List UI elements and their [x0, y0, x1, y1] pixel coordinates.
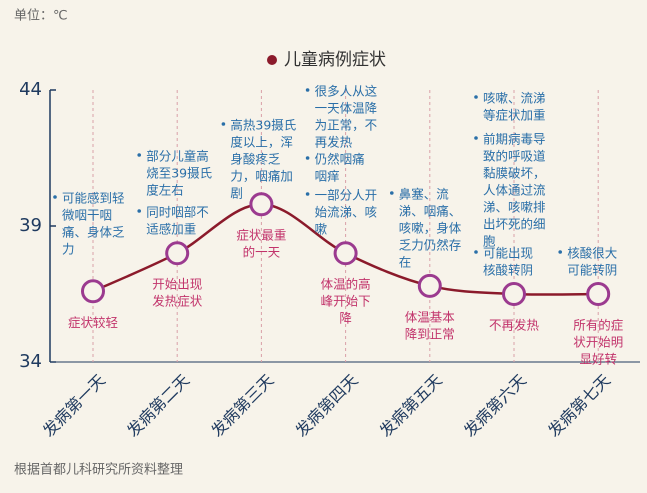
- note-text: 可能感到轻: [62, 191, 125, 206]
- note-text: 为正常，不: [315, 118, 378, 133]
- note-text: 人体通过流: [483, 183, 546, 198]
- note-text: 乏力仍然存: [399, 238, 462, 253]
- note-bullet: [305, 192, 310, 196]
- note-text: 核酸很大: [567, 246, 617, 261]
- note-text: 微咽干咽: [62, 208, 112, 223]
- stage-label: 峰开始下: [321, 294, 371, 309]
- data-point: [249, 192, 274, 217]
- note-text: 前期病毒导: [483, 132, 546, 147]
- note-bullet: [305, 156, 310, 160]
- note-bullet: [221, 122, 226, 126]
- data-point: [165, 241, 190, 266]
- source-note: 根据首都儿科研究所资料整理: [14, 463, 183, 478]
- note-bullet: [474, 95, 478, 99]
- stage-label: 的一天: [243, 245, 281, 260]
- note-text: 鼻塞、流: [399, 187, 450, 202]
- note-text: 度左右: [146, 183, 184, 198]
- note-text: 出坏死的细: [483, 217, 546, 232]
- stage-label: 症状最重: [236, 228, 286, 243]
- note-text: 等症状加重: [483, 108, 546, 123]
- note-text: 烧至39摄氏: [146, 166, 212, 181]
- note-bullet: [137, 209, 141, 213]
- note-bullet: [137, 153, 141, 157]
- note-text: 仍然咽痛: [315, 152, 365, 167]
- note-bullet: [474, 136, 478, 140]
- stage-label: 体温的高: [321, 277, 371, 292]
- note-text: 可能出现: [483, 246, 533, 261]
- stage-label: 状开始明: [573, 335, 623, 350]
- stage-label: 降到正常: [405, 326, 455, 341]
- note-bullet: [390, 191, 394, 195]
- note-text: 始流涕、咳: [315, 205, 378, 220]
- stage-label: 显好转: [579, 352, 617, 367]
- stage-label: 症状较轻: [68, 315, 118, 330]
- stage-label: 体温基本: [405, 309, 456, 324]
- note-text: 咳嗽、流涕: [483, 91, 546, 106]
- stage-label: 开始出现: [152, 277, 202, 292]
- unit-label: 单位：℃: [14, 9, 68, 24]
- note-text: 胞: [483, 234, 496, 249]
- note-text: 嗽: [315, 222, 328, 237]
- note-text: 一天体温降: [315, 101, 378, 116]
- note-text: 在: [399, 255, 412, 270]
- data-point: [333, 241, 358, 266]
- note-text: 剧: [230, 186, 243, 201]
- note-text: 力: [62, 242, 75, 257]
- note-text: 度以上，浑: [230, 135, 293, 150]
- note-text: 涕、咽痛、: [399, 204, 462, 219]
- stage-label: 不再发热: [489, 318, 540, 333]
- note-text: 再发热: [315, 135, 353, 150]
- note-text: 黏膜破坏，: [483, 166, 546, 181]
- stage-label: 所有的症: [573, 318, 623, 333]
- note-text: 身酸疼乏: [230, 152, 281, 167]
- note-bullet: [305, 88, 310, 92]
- y-tick-label: 34: [19, 351, 42, 372]
- note-text: 同时咽部不: [146, 205, 209, 220]
- y-tick-label: 44: [19, 79, 42, 100]
- y-tick-label: 39: [19, 215, 42, 236]
- note-text: 高热39摄氏: [230, 118, 296, 133]
- note-text: 可能转阴: [567, 263, 617, 278]
- stage-label: 降: [339, 311, 352, 326]
- note-bullet: [53, 195, 57, 199]
- note-text: 痛、身体乏: [62, 225, 125, 240]
- legend-label: 儿童病例症状: [284, 50, 386, 70]
- note-text: 核酸转阴: [483, 263, 533, 278]
- note-text: 部分儿童高: [146, 149, 209, 164]
- note-text: 致的呼吸道: [483, 149, 546, 164]
- note-text: 咳嗽，身体: [399, 221, 462, 236]
- note-text: 力，咽痛加: [230, 169, 293, 184]
- data-point: [586, 282, 611, 306]
- note-text: 适感加重: [146, 222, 196, 237]
- note-bullet: [558, 250, 562, 254]
- stage-label: 发热症状: [152, 294, 203, 309]
- legend-marker: [267, 55, 277, 65]
- note-bullet: [474, 250, 478, 254]
- note-text: 一部分人开: [315, 188, 378, 203]
- note-text: 咽痒: [315, 169, 340, 184]
- data-point: [417, 273, 442, 298]
- data-point: [502, 282, 526, 306]
- note-text: 很多人从这: [315, 84, 378, 99]
- note-text: 涕、咳嗽排: [483, 200, 546, 215]
- data-point: [81, 279, 105, 304]
